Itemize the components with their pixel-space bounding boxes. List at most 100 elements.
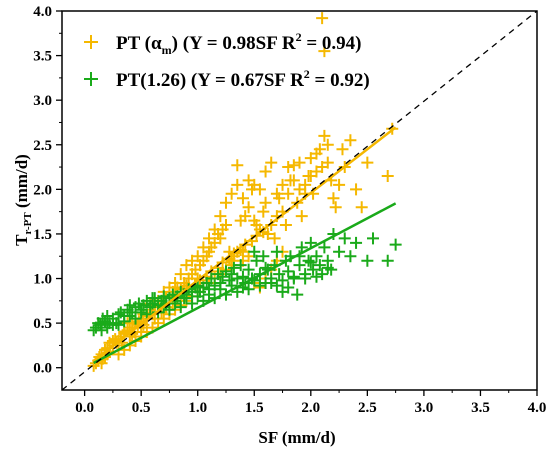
data-point [259, 196, 272, 209]
y-tick-label: 0.5 [33, 316, 52, 332]
data-point [316, 268, 329, 281]
data-point [157, 290, 170, 303]
x-tick-label: 1.5 [245, 400, 264, 416]
data-point [259, 165, 272, 178]
data-point [225, 187, 238, 200]
data-point [257, 205, 270, 218]
data-point [253, 183, 266, 196]
data-point [250, 254, 263, 267]
data-point [191, 250, 204, 263]
data-point [318, 129, 331, 142]
one-to-one-line [61, 10, 538, 391]
legend-pt-alpha-prefix: PT (α [116, 33, 162, 54]
data-point [101, 309, 114, 322]
data-point [361, 254, 374, 267]
data-point [299, 272, 312, 285]
data-point [242, 263, 255, 276]
data-point [270, 187, 283, 200]
y-axis-title: Tr-PT (mm/d) [12, 154, 34, 246]
data-point [227, 261, 240, 274]
x-tick-label: 3.0 [415, 400, 434, 416]
data-point [279, 219, 292, 232]
data-point [270, 245, 283, 258]
series-pt-126-points [87, 227, 402, 337]
y-axis-title-unit: (mm/d) [12, 154, 31, 212]
legend-marker-pt-alpha [84, 35, 98, 49]
data-point [389, 238, 402, 251]
x-tick-label: 2.0 [301, 400, 320, 416]
data-point [112, 308, 125, 321]
data-point [242, 283, 255, 296]
data-point [234, 259, 247, 272]
data-point [287, 159, 300, 172]
data-point [219, 219, 232, 232]
data-point [205, 272, 218, 285]
plot-frame [61, 10, 538, 391]
chart-marks [87, 12, 402, 372]
data-point [310, 270, 323, 283]
data-point [350, 236, 363, 249]
data-point [295, 241, 308, 254]
data-point [174, 268, 187, 281]
data-point [304, 256, 317, 269]
legend-pt-126-sup: 2 [304, 67, 310, 81]
data-point [333, 245, 346, 258]
data-point [219, 265, 232, 278]
data-point [336, 143, 349, 156]
data-point [223, 274, 236, 287]
legend-pt-alpha-mid: ) (Y = 0.98SF R [172, 33, 296, 54]
x-axis: 0.0 0.5 1.0 1.5 2.0 2.5 3.0 3.5 4.0 [75, 390, 546, 416]
data-point [316, 161, 329, 174]
data-point [276, 178, 289, 191]
data-point [242, 201, 255, 214]
x-axis-title: SF (mm/d) [258, 428, 335, 447]
data-point [304, 169, 317, 182]
data-point [338, 232, 351, 245]
fit-line-pt-126 [93, 202, 397, 365]
data-point [169, 276, 182, 289]
data-point [219, 196, 232, 209]
data-point [333, 178, 346, 191]
data-point [180, 292, 193, 305]
data-point [287, 174, 300, 187]
x-tick-label: 4.0 [528, 400, 547, 416]
data-point [276, 274, 289, 287]
data-point [350, 183, 363, 196]
data-point [239, 210, 252, 223]
legend-pt-alpha-sup: 2 [296, 30, 302, 44]
data-point [265, 276, 278, 289]
data-point [146, 292, 159, 305]
data-point [316, 12, 329, 25]
data-point [313, 259, 326, 272]
data-point [123, 299, 136, 312]
y-tick-label: 2.5 [33, 138, 52, 154]
data-point [355, 201, 368, 214]
data-point [231, 159, 244, 172]
data-point [307, 263, 320, 276]
data-point [248, 214, 261, 227]
data-point [270, 279, 283, 292]
data-point [140, 294, 153, 307]
data-point [95, 324, 108, 337]
data-point [208, 223, 221, 236]
data-point [295, 210, 308, 223]
data-point [302, 254, 315, 267]
data-point [253, 279, 266, 292]
data-point [197, 241, 210, 254]
x-tick-label: 1.0 [188, 400, 207, 416]
data-point [273, 268, 286, 281]
data-point [282, 281, 295, 294]
data-point [231, 272, 244, 285]
legend-pt-alpha-sub: m [162, 43, 172, 57]
legend-marker-pt-126 [84, 72, 98, 86]
x-tick-label: 3.5 [471, 400, 490, 416]
legend-item-pt-alpha: PT (αm) (Y = 0.98SF R2 = 0.94) [84, 30, 361, 57]
data-point [214, 210, 227, 223]
x-tick-label: 2.5 [358, 400, 377, 416]
data-point [231, 178, 244, 191]
data-point [214, 232, 227, 245]
data-point [367, 232, 380, 245]
y-tick-label: 1.0 [33, 272, 52, 288]
x-tick-label: 0.0 [75, 400, 94, 416]
